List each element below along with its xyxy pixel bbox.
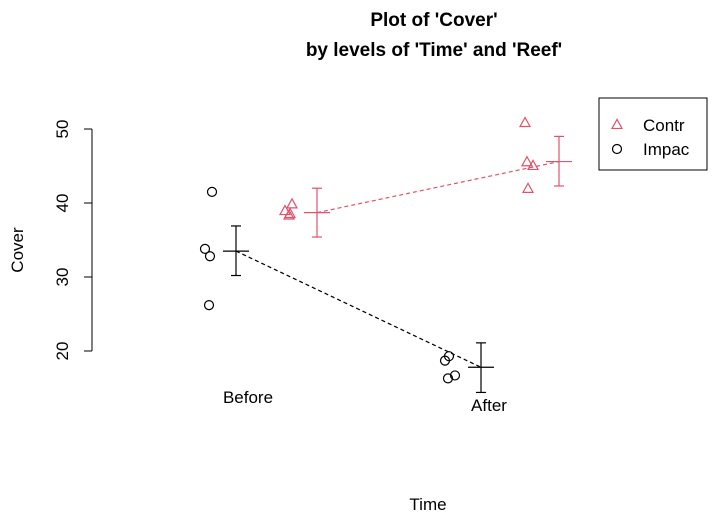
triangle-icon (610, 118, 624, 130)
triangle-icon (520, 155, 534, 167)
triangle-icon (278, 204, 292, 216)
y-tick-label: 40 (53, 194, 72, 213)
y-tick-label: 20 (53, 342, 72, 361)
circle-icon (206, 186, 218, 197)
x-axis-label: Time (409, 495, 446, 514)
mean-connector-line (316, 160, 560, 214)
triangle-icon (285, 197, 299, 209)
legend: Contr Impac (598, 97, 708, 171)
series-impac (199, 186, 494, 394)
legend-box (598, 97, 708, 171)
circle-icon (199, 243, 211, 254)
y-tick-label: 30 (53, 268, 72, 287)
triangle-icon (521, 182, 535, 193)
circle-icon (449, 370, 461, 381)
series-layer (199, 116, 572, 394)
chart-title-line-1: Plot of 'Cover' (370, 10, 497, 31)
circle-icon (611, 143, 623, 155)
series-contr (278, 116, 572, 238)
circle-icon (204, 251, 216, 262)
triangle-icon (282, 208, 296, 220)
y-axis-label: Cover (8, 227, 27, 273)
triangle-icon (526, 159, 540, 171)
y-axis: 20 30 40 50 (53, 120, 93, 361)
y-tick-label: 50 (53, 120, 72, 139)
mean-connector-line (235, 250, 482, 368)
legend-entries: Contr Impac (610, 116, 690, 159)
x-axis-category-labels: Before After (223, 388, 507, 415)
circle-icon (203, 300, 215, 311)
circle-icon (442, 373, 454, 384)
triangle-icon (518, 116, 532, 128)
circle-icon (439, 355, 451, 366)
legend-label: Impac (643, 140, 690, 159)
x-category-label: Before (223, 388, 273, 407)
x-category-label: After (471, 396, 507, 415)
chart-title-line-2: by levels of 'Time' and 'Reef' (306, 40, 562, 61)
legend-label: Contr (643, 116, 685, 135)
